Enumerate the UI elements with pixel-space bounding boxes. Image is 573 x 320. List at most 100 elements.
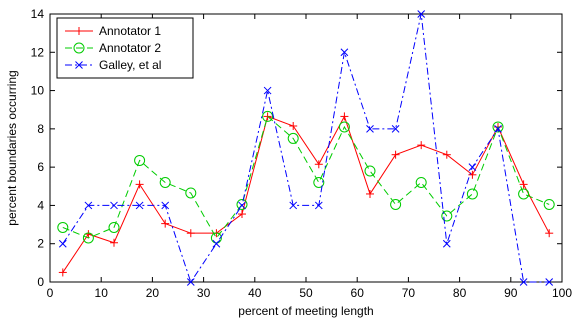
- x-marker-b: [519, 278, 528, 286]
- series-line: [62, 13, 550, 284]
- legend-item: Annotator 2: [65, 41, 161, 55]
- y-tick-label: 12: [31, 45, 45, 59]
- x-tick-label: 60: [351, 286, 365, 300]
- x-marker: [263, 86, 272, 95]
- plus-marker: [186, 229, 195, 238]
- x-marker: [75, 61, 83, 69]
- x-tick-label: 30: [197, 286, 211, 300]
- x-marker-b: [75, 61, 83, 69]
- y-axis-label: percent boundaries occurring: [5, 70, 19, 225]
- plus-marker: [366, 189, 374, 198]
- axis-ticks: 0 10 20 30 40 50 60 70 80 90 100 0 2 4 6 8 10 12 14: [31, 7, 573, 300]
- plus-marker: [238, 210, 246, 219]
- legend-label: Galley, et al: [99, 58, 161, 72]
- circle-marker: [57, 221, 69, 233]
- x-tick-label: 20: [146, 286, 160, 300]
- series-1: [57, 110, 555, 244]
- legend: Annotator 1 Annotator 2 Galley, et al: [56, 17, 194, 79]
- x-marker-b: [314, 201, 323, 210]
- x-marker-b: [161, 201, 170, 210]
- legend-label: Annotator 2: [99, 41, 161, 55]
- x-marker-b: [545, 278, 554, 286]
- x-tick-label: 0: [47, 286, 54, 300]
- x-marker: [84, 201, 93, 210]
- x-marker: [391, 125, 400, 133]
- plus-marker: [75, 27, 83, 35]
- plus-marker: [340, 112, 349, 121]
- x-marker-b: [186, 278, 195, 286]
- plus-marker: [545, 229, 554, 238]
- x-marker: [161, 201, 170, 210]
- plus-marker: [135, 180, 144, 189]
- x-marker: [58, 239, 67, 248]
- circle-marker: [364, 165, 376, 177]
- x-marker-b: [212, 239, 221, 248]
- series-line: [62, 115, 550, 239]
- x-marker: [238, 201, 246, 210]
- plus-marker: [314, 160, 323, 169]
- x-marker: [135, 201, 144, 210]
- x-marker-b: [135, 201, 144, 210]
- legend-item: Galley, et al: [65, 58, 161, 72]
- x-marker: [366, 125, 374, 133]
- x-marker: [494, 125, 502, 133]
- legend-label: Annotator 1: [99, 24, 161, 38]
- plus-marker: [468, 170, 477, 179]
- y-tick-label: 0: [37, 275, 44, 289]
- x-marker-b: [238, 201, 246, 210]
- series-line: [62, 115, 550, 273]
- x-tick-label: 50: [299, 286, 313, 300]
- circle-marker: [185, 187, 197, 199]
- x-marker-b: [468, 163, 477, 171]
- x-tick-label: 100: [552, 286, 572, 300]
- x-marker: [545, 278, 554, 286]
- x-marker-b: [289, 201, 298, 210]
- x-marker-b: [442, 239, 451, 248]
- x-marker-b: [110, 201, 118, 210]
- x-marker-b: [58, 239, 67, 248]
- circle-marker: [390, 198, 402, 210]
- circle-marker: [492, 121, 504, 133]
- x-marker-b: [494, 125, 502, 133]
- y-tick-label: 10: [31, 84, 45, 98]
- plus-marker: [110, 238, 118, 247]
- circle-marker: [441, 210, 453, 222]
- x-marker-b: [84, 201, 93, 210]
- x-marker: [110, 201, 118, 210]
- circle-marker: [543, 198, 555, 210]
- circle-marker: [82, 232, 94, 244]
- x-axis-label: percent of meeting length: [238, 304, 373, 318]
- x-tick-label: 90: [504, 286, 518, 300]
- x-marker: [417, 10, 426, 18]
- plus-marker: [161, 219, 170, 228]
- plus-marker: [289, 121, 298, 130]
- plus-marker: [58, 268, 67, 277]
- plus-marker: [391, 150, 400, 159]
- x-marker: [340, 48, 349, 57]
- series-2: [58, 10, 554, 286]
- circle-marker: [415, 176, 427, 188]
- x-marker-b: [417, 10, 426, 18]
- y-tick-label: 4: [37, 198, 44, 212]
- x-marker: [212, 239, 221, 248]
- x-marker-b: [391, 125, 400, 133]
- x-marker: [289, 201, 298, 210]
- y-tick-label: 2: [37, 237, 44, 251]
- x-tick-label: 80: [453, 286, 467, 300]
- x-marker: [186, 278, 195, 286]
- x-tick-label: 10: [95, 286, 109, 300]
- x-marker: [468, 163, 477, 171]
- y-tick-label: 8: [37, 122, 44, 136]
- circle-marker: [73, 42, 85, 54]
- circle-marker: [159, 176, 171, 188]
- legend-item: Annotator 1: [65, 24, 161, 38]
- x-marker: [442, 239, 451, 248]
- circle-marker: [236, 198, 248, 210]
- circle-marker: [313, 176, 325, 188]
- circle-marker: [262, 110, 274, 122]
- data-series: [57, 10, 555, 286]
- x-marker: [314, 201, 323, 210]
- circle-marker: [518, 188, 530, 200]
- plus-marker: [417, 141, 426, 150]
